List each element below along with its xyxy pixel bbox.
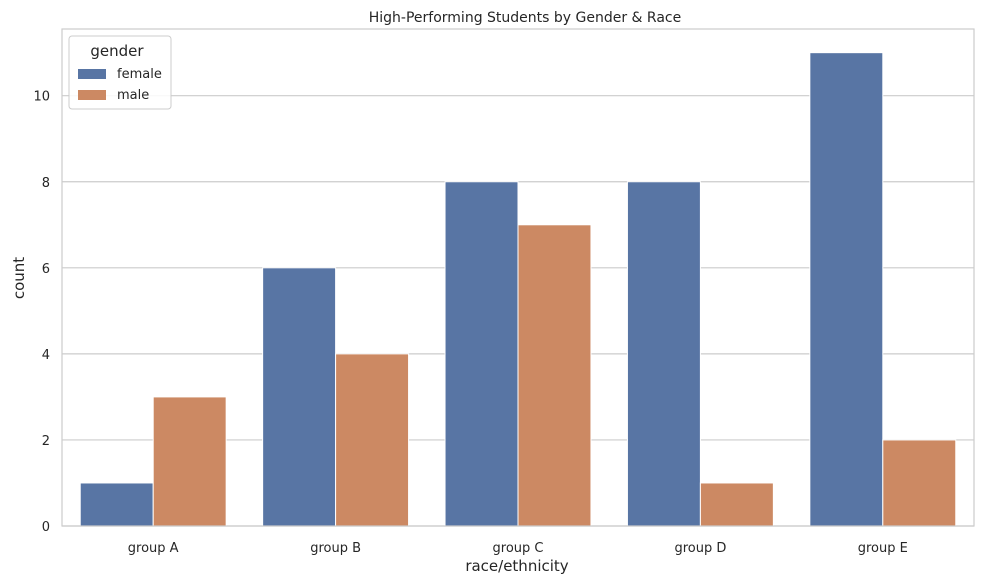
legend-swatch-male <box>78 90 106 100</box>
y-tick-label: 4 <box>42 348 50 363</box>
x-tick-label: group D <box>674 541 726 556</box>
y-axis-ticks: 0 2 4 6 8 10 <box>33 90 50 535</box>
bars <box>79 52 957 527</box>
x-tick-label: group A <box>128 541 179 556</box>
legend-label-male: male <box>117 88 149 103</box>
legend-title: gender <box>90 42 144 60</box>
legend-swatch-female <box>78 69 106 79</box>
bar-female-group-D <box>626 181 701 527</box>
bar-female-group-A <box>79 482 154 527</box>
bar-female-group-C <box>444 181 519 527</box>
y-axis-label: count <box>10 257 28 299</box>
y-tick-label: 0 <box>42 520 50 535</box>
y-tick-label: 8 <box>42 176 50 191</box>
x-tick-label: group B <box>310 541 361 556</box>
legend: gender female male <box>68 35 172 110</box>
bar-male-group-B <box>335 353 410 527</box>
bar-male-group-A <box>152 396 227 527</box>
plot-frame <box>61 28 975 527</box>
bar-male-group-E <box>882 439 957 527</box>
x-tick-label: group C <box>493 541 544 556</box>
x-axis-ticks: group A group B group C group D group E <box>128 541 908 556</box>
y-tick-label: 10 <box>33 90 50 105</box>
legend-label-female: female <box>117 67 162 82</box>
y-tick-label: 6 <box>42 262 50 277</box>
bar-female-group-B <box>262 267 337 527</box>
chart-title: High-Performing Students by Gender & Rac… <box>369 10 681 26</box>
x-tick-label: group E <box>858 541 908 556</box>
bar-male-group-D <box>699 482 774 527</box>
x-axis-label: race/ethnicity <box>465 557 568 575</box>
bar-male-group-C <box>517 224 592 527</box>
bar-female-group-E <box>809 52 884 527</box>
y-tick-label: 2 <box>42 434 50 449</box>
